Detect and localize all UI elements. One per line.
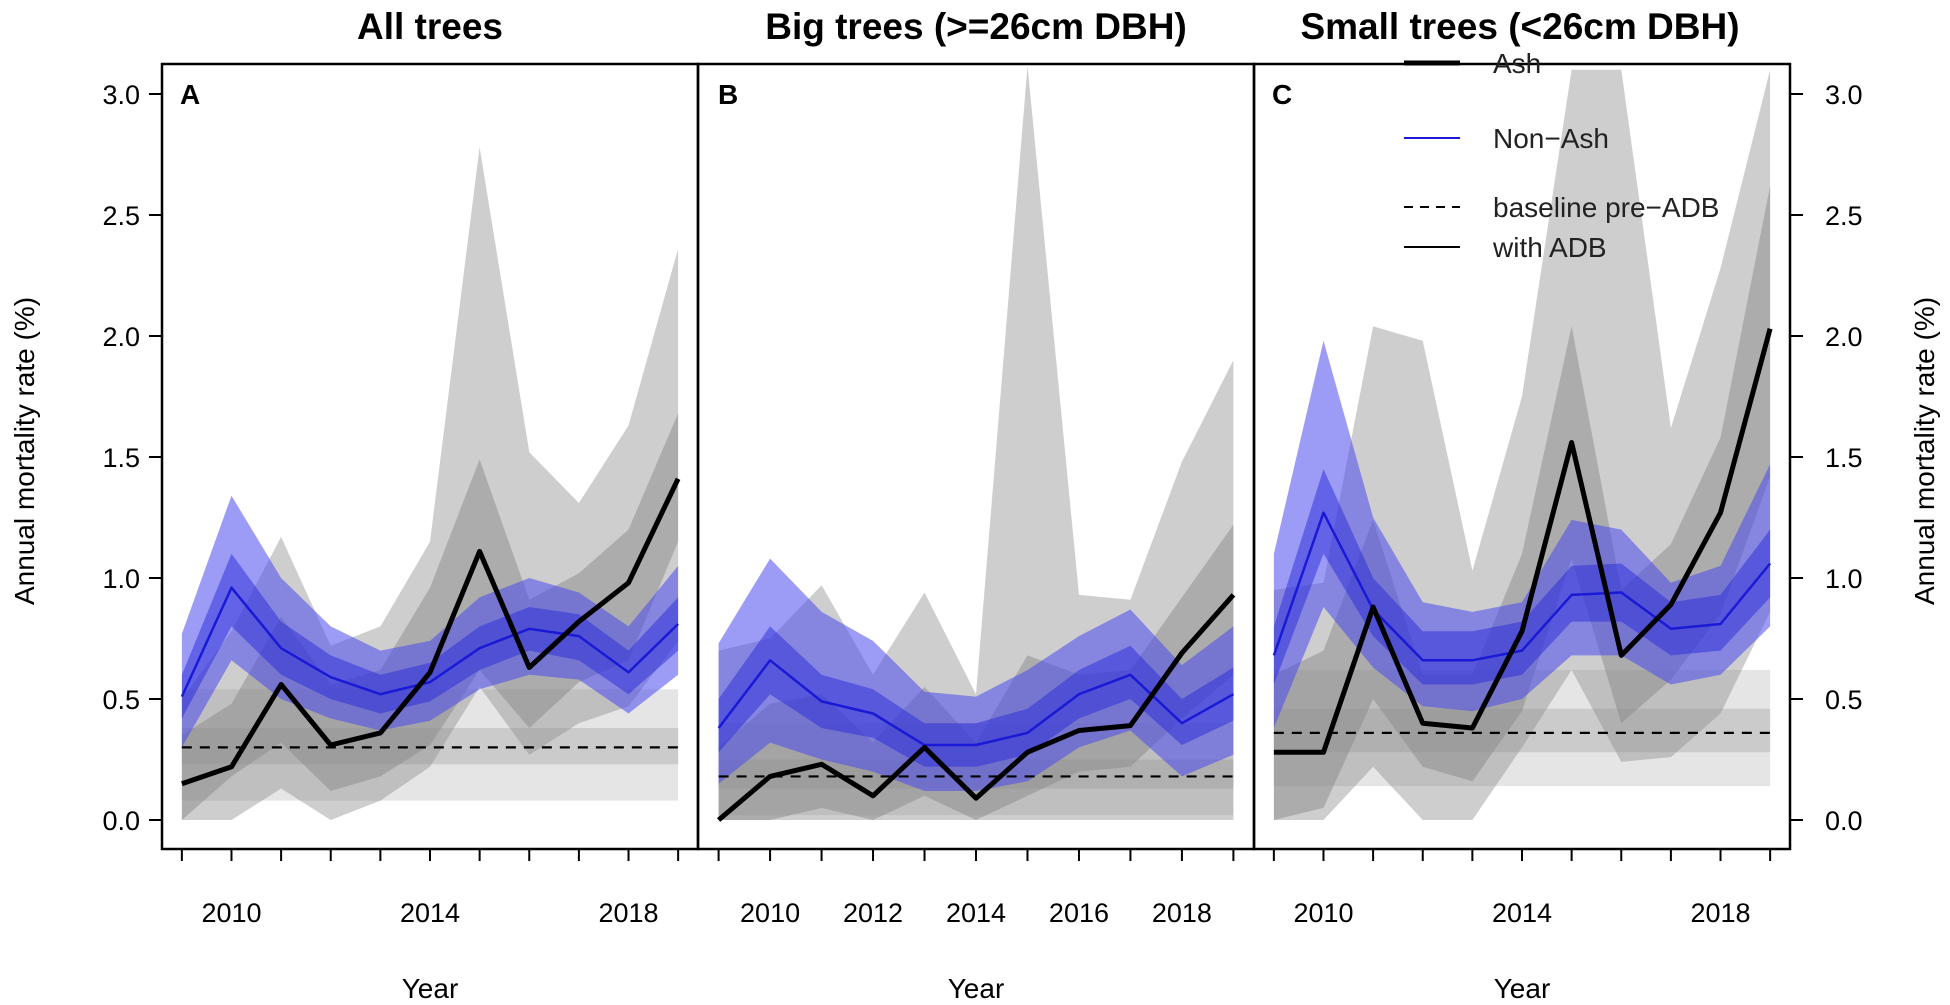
legend-non-ash-label: Non−Ash [1493,123,1609,154]
panel-c-x-tick-label: 2010 [1293,898,1353,928]
y-tick-label-right: 0.5 [1825,685,1863,715]
panel-a-title: All trees [357,6,503,47]
panel-b-x-tick-label: 2016 [1049,898,1109,928]
panel-c-title: Small trees (<26cm DBH) [1300,6,1739,47]
y-tick-label-right: 1.5 [1825,443,1863,473]
panel-a-non-ash-line [180,586,679,698]
axes-layer: 2010 2014 2018 2010 2012 2014 2016 2018 2010 2014… [102,80,1862,928]
legend-with-adb-label: with ADB [1492,232,1607,263]
panel-c-label: C [1272,79,1292,110]
panel-b-x-tick-label: 2010 [740,898,800,928]
y-axis-label-right: Annual mortality rate (%) [1909,297,1940,605]
panel-c-x-tick-label: 2014 [1492,898,1552,928]
y-tick-label-right: 2.0 [1825,322,1863,352]
y-tick-label-left: 2.0 [102,322,140,352]
y-tick-label-left: 1.5 [102,443,140,473]
panel-a-ash-line [181,477,681,787]
panel-b-title: Big trees (>=26cm DBH) [765,6,1187,47]
panel-b-plot [716,66,1236,822]
panel-a-x-tick-label: 2018 [598,898,658,928]
y-axis-label-left: Annual mortality rate (%) [9,297,40,605]
panel-a-plot [180,147,681,820]
y-tick-label-left: 0.5 [102,685,140,715]
panel-c-x-label: Year [1494,973,1551,1004]
panel-a-non-ash-ci-inner [181,553,679,719]
y-tick-label-left: 2.5 [102,201,140,231]
y-tick-label-left: 1.0 [102,564,140,594]
panel-b-x-tick-label: 2018 [1152,898,1212,928]
y-tick-label-right: 3.0 [1825,80,1863,110]
y-tick-label-right: 1.0 [1825,564,1863,594]
panel-a-x-tick-label: 2014 [400,898,460,928]
panel-a-x-tick-label: 2010 [201,898,261,928]
panel-a-layer [180,147,681,820]
panel-b-label: B [718,79,738,110]
legend-baseline-label: baseline pre−ADB [1493,192,1719,223]
panel-a-label: A [180,79,200,110]
panel-b-non-ash-line [717,659,1235,747]
panel-b-non-ash-ci-inner [718,626,1234,767]
panel-b-layer [716,66,1236,822]
panel-c-layer [1272,69,1773,821]
panel-b-non-ash-ci-outer [718,558,1234,791]
y-tick-label-right: 2.5 [1825,201,1863,231]
panel-c-non-ash-line [1272,511,1772,662]
panel-b-ash-line [716,593,1236,822]
panel-c-ash-line [1273,328,1773,755]
panel-a-x-label: Year [402,973,459,1004]
y-tick-label-right: 0.0 [1825,806,1863,836]
panel-c-x-tick-label: 2018 [1690,898,1750,928]
panel-b-x-label: Year [948,973,1005,1004]
y-tick-label-left: 3.0 [102,80,140,110]
y-tick-label-left: 0.0 [102,806,140,836]
panel-b-x-tick-label: 2014 [946,898,1006,928]
legend: Ash Non−Ash baseline pre−ADB with ADB [1404,48,1719,263]
panel-b-x-tick-label: 2012 [843,898,903,928]
panel-c-plot [1272,69,1773,821]
legend-ash-label: Ash [1493,48,1541,79]
